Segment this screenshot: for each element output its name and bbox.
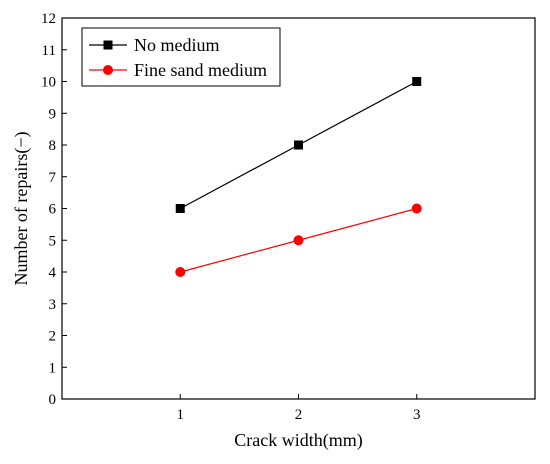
y-tick-label: 7 — [49, 170, 57, 186]
data-point — [175, 204, 185, 213]
y-tick-label: 0 — [49, 392, 57, 408]
legend-marker — [103, 65, 113, 75]
y-tick-label: 3 — [49, 297, 57, 313]
x-axis-title: Crack width(mm) — [234, 430, 362, 451]
y-axis-title: Number of repairs(−) — [11, 131, 32, 285]
y-tick-label: 9 — [49, 106, 57, 122]
y-tick-label: 11 — [42, 43, 56, 59]
x-tick-label: 1 — [177, 407, 185, 423]
series-layer — [175, 77, 422, 277]
data-point — [294, 140, 303, 150]
legend-label: Fine sand medium — [134, 60, 267, 80]
series-0 — [175, 77, 422, 213]
legend-marker — [103, 40, 113, 50]
legend-box — [81, 27, 281, 87]
x-tick-label: 3 — [413, 407, 421, 423]
legend-label: No medium — [134, 35, 220, 55]
y-tick-label: 2 — [49, 329, 57, 345]
y-tick-label: 10 — [41, 75, 56, 91]
y-tick-label: 8 — [49, 138, 57, 154]
y-tick-label: 6 — [49, 202, 57, 218]
y-tick-label: 5 — [49, 233, 57, 249]
x-axis: 1 2 3 — [177, 394, 421, 423]
x-tick-label: 2 — [295, 407, 303, 423]
series-1 — [175, 203, 422, 277]
legend: No medium Fine sand medium — [81, 27, 281, 87]
legend-item: No medium — [89, 35, 220, 55]
y-tick-label: 1 — [49, 360, 57, 376]
data-point — [411, 203, 422, 214]
data-point — [175, 267, 186, 277]
legend-item: Fine sand medium — [89, 60, 267, 80]
y-tick-label: 4 — [49, 265, 57, 281]
data-point — [293, 235, 304, 246]
data-point — [412, 77, 422, 86]
y-tick-label: 12 — [41, 11, 56, 27]
